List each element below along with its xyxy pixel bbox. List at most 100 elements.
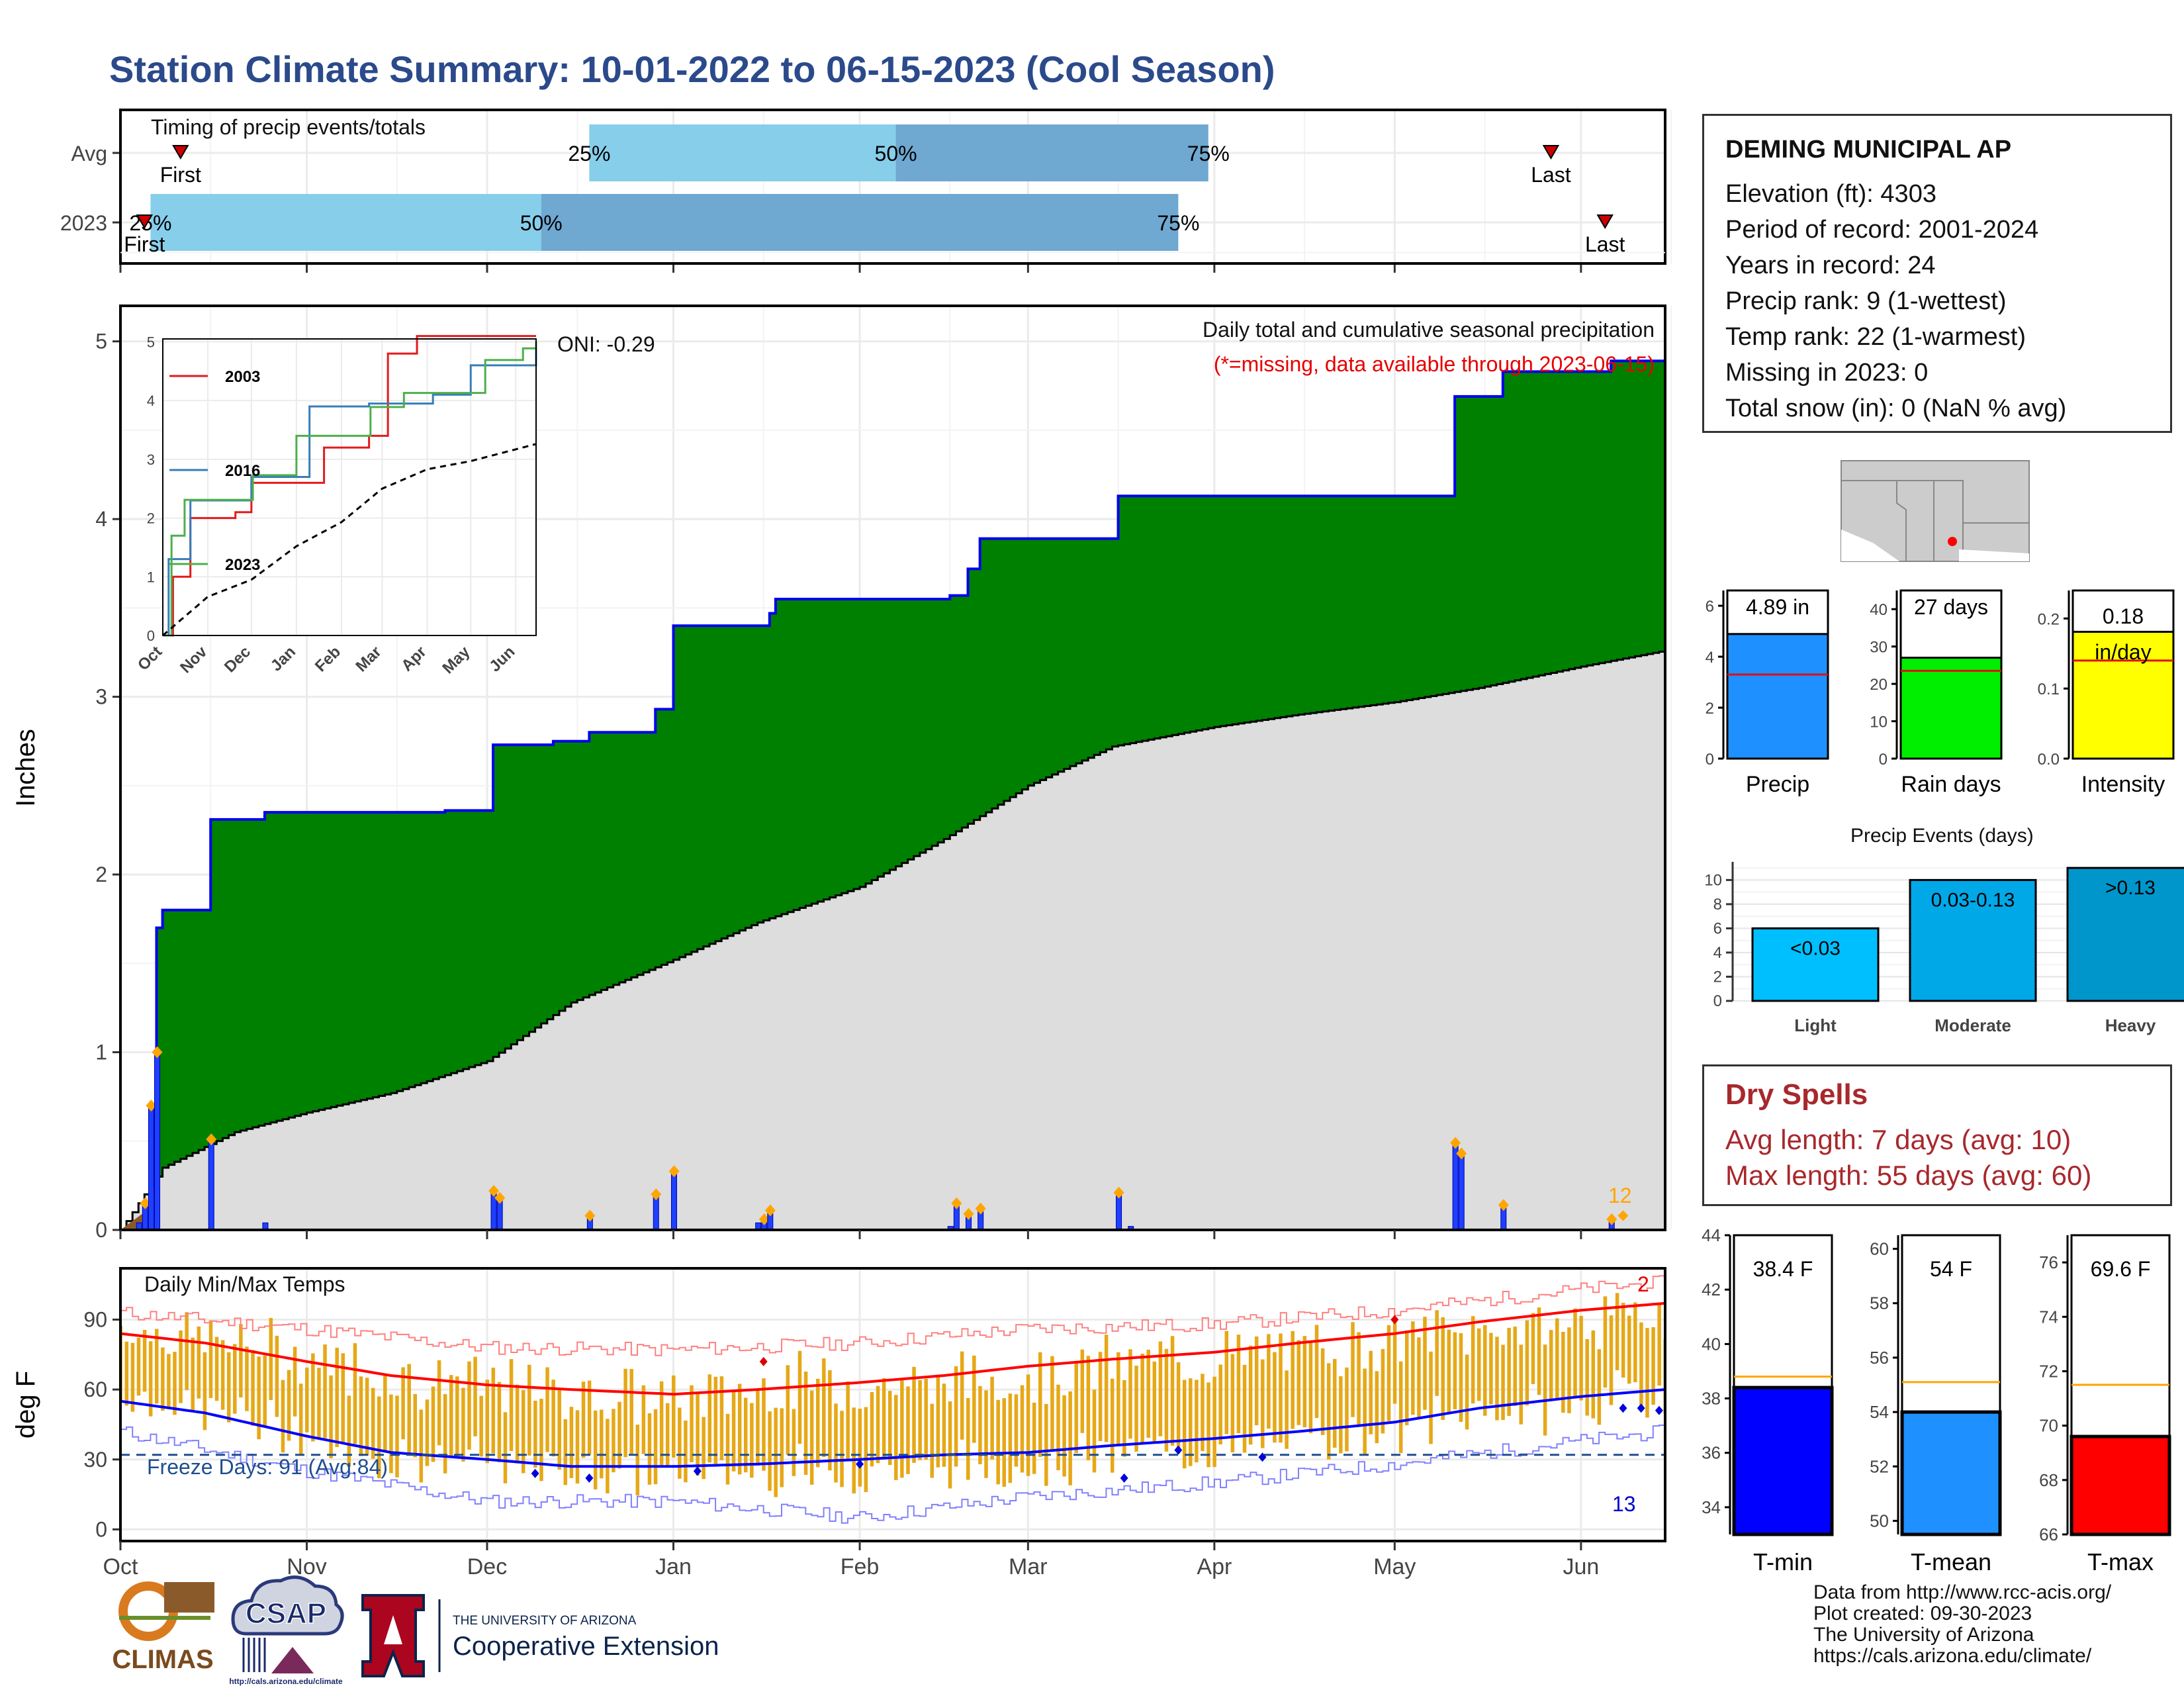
daily-temp-bar bbox=[623, 1368, 627, 1458]
daily-temp-bar bbox=[407, 1364, 411, 1454]
daily-precip-bar bbox=[755, 1222, 762, 1230]
daily-precip-marker bbox=[494, 1192, 506, 1204]
daily-precip-marker bbox=[140, 1197, 151, 1209]
daily-temp-bar bbox=[509, 1359, 514, 1452]
daily-temp-bar bbox=[497, 1382, 502, 1462]
daily-temp-bar bbox=[809, 1390, 814, 1485]
inset-ytick-label: 4 bbox=[147, 393, 155, 409]
daily-temp-bar bbox=[1320, 1348, 1325, 1435]
daily-temp-bar bbox=[1537, 1307, 1541, 1395]
timing-last-marker-label: Last bbox=[1531, 163, 1571, 187]
daily-temp-bar bbox=[1525, 1320, 1529, 1406]
ua-logo-line2: Cooperative Extension bbox=[453, 1632, 719, 1661]
timing-first-marker bbox=[172, 145, 189, 160]
mini-bar-value-label: 4.89 in bbox=[1746, 595, 1809, 619]
daily-temp-bar bbox=[545, 1367, 549, 1452]
daily-temp-bar bbox=[1056, 1384, 1060, 1470]
daily-temp-bar bbox=[167, 1354, 171, 1409]
daily-temp-bar bbox=[1032, 1402, 1036, 1474]
temp-bar-value-label: 38.4 F bbox=[1753, 1257, 1813, 1281]
daily-temp-bar bbox=[834, 1403, 838, 1483]
events-category-label: Light bbox=[1794, 1015, 1837, 1035]
daily-temp-bar bbox=[1176, 1362, 1181, 1454]
daily-temp-bar bbox=[984, 1390, 988, 1478]
daily-temp-bar bbox=[1404, 1331, 1409, 1426]
daily-temp-bar bbox=[515, 1384, 520, 1464]
daily-temp-bar bbox=[600, 1409, 604, 1479]
daily-temp-bar bbox=[960, 1351, 964, 1440]
daily-temp-bar bbox=[906, 1386, 910, 1474]
daily-temp-bar bbox=[894, 1395, 898, 1480]
daily-temp-bar bbox=[1639, 1322, 1643, 1409]
month-label: Nov bbox=[287, 1554, 326, 1579]
temp-bar-ytick-label: 68 bbox=[2039, 1470, 2058, 1490]
daily-temp-bar bbox=[612, 1409, 615, 1473]
daily-temp-bar bbox=[1038, 1352, 1042, 1457]
daily-temp-bar bbox=[1308, 1340, 1313, 1434]
daily-temp-bar bbox=[1531, 1313, 1535, 1384]
daily-temp-bar bbox=[1627, 1315, 1631, 1384]
daily-temp-bar bbox=[551, 1380, 555, 1457]
daily-temp-bar bbox=[353, 1343, 357, 1444]
temp-ytick-label: 60 bbox=[83, 1378, 107, 1401]
daily-temp-bar bbox=[780, 1408, 784, 1487]
record-low-marker bbox=[585, 1473, 594, 1483]
daily-temp-bar bbox=[924, 1378, 928, 1460]
daily-temp-bar bbox=[1182, 1380, 1187, 1469]
daily-temp-bar bbox=[245, 1346, 249, 1411]
temp-bg bbox=[120, 1268, 1665, 1541]
temp-panel: 0 30 60 90 Oct Nov Dec Jan Feb Mar Apr May Jun deg F bbox=[11, 1267, 1666, 1579]
daily-temp-bar bbox=[1285, 1370, 1289, 1449]
station-elevation: Elevation (ft): 4303 bbox=[1725, 180, 1936, 208]
daily-temp-bar bbox=[713, 1376, 718, 1465]
inset-line-2023 bbox=[163, 342, 537, 637]
precip-ytick-label: 4 bbox=[95, 507, 107, 531]
daily-temp-bar bbox=[443, 1394, 447, 1474]
credit-line: The University of Arizona bbox=[1813, 1624, 2034, 1646]
ua-logo-line1: THE UNIVERSITY OF ARIZONA bbox=[453, 1614, 637, 1628]
daily-temp-bar bbox=[1345, 1367, 1349, 1452]
daily-temp-bar bbox=[1267, 1334, 1271, 1429]
daily-temp-bar bbox=[978, 1385, 982, 1464]
csap-logo-text: CSAP bbox=[246, 1597, 326, 1630]
daily-temp-bar bbox=[1002, 1398, 1007, 1487]
daily-temp-bar bbox=[1062, 1395, 1066, 1477]
daily-temp-bar bbox=[1044, 1403, 1048, 1486]
daily-temp-bar bbox=[173, 1352, 177, 1415]
daily-temp-bar bbox=[1297, 1340, 1301, 1425]
daily-temp-bar bbox=[1339, 1376, 1343, 1454]
month-label: Oct bbox=[103, 1554, 138, 1579]
record-low-count: 13 bbox=[1612, 1492, 1636, 1516]
daily-temp-bar bbox=[822, 1358, 826, 1458]
daily-temp-bar bbox=[455, 1376, 459, 1456]
daily-temp-bar bbox=[1110, 1378, 1115, 1473]
daily-temp-bar bbox=[533, 1400, 537, 1468]
daily-temp-bar bbox=[1501, 1344, 1505, 1421]
inset-frame bbox=[162, 338, 537, 636]
daily-temp-bar bbox=[797, 1350, 802, 1444]
daily-temp-bar bbox=[887, 1391, 892, 1466]
temp-bar-ytick-label: 58 bbox=[1870, 1293, 1889, 1313]
precip-ytick-label: 1 bbox=[95, 1041, 107, 1064]
temp-ytick-label: 90 bbox=[83, 1307, 107, 1331]
daily-temp-bar bbox=[1609, 1315, 1614, 1405]
daily-temp-bar bbox=[858, 1409, 862, 1487]
daily-temp-bar bbox=[750, 1403, 754, 1478]
daily-temp-bar bbox=[1357, 1332, 1361, 1427]
daily-temp-bar bbox=[1291, 1331, 1295, 1429]
events-bar-label: >0.13 bbox=[2105, 877, 2156, 899]
daily-temp-bar bbox=[377, 1396, 381, 1479]
temp-ytick-label: 0 bbox=[95, 1517, 107, 1541]
ua-logo-a-counter bbox=[384, 1615, 402, 1644]
daily-precip-marker bbox=[651, 1188, 662, 1201]
daily-temp-bar bbox=[1555, 1318, 1559, 1399]
daily-temp-bar bbox=[996, 1399, 1000, 1485]
station-name: DEMING MUNICIPAL AP bbox=[1725, 136, 2012, 164]
temp-bar-ytick-label: 74 bbox=[2039, 1307, 2058, 1327]
temp-bar-label: T-max bbox=[2087, 1548, 2154, 1575]
temp-bar-value bbox=[1732, 1385, 1834, 1536]
daily-temp-bar bbox=[1489, 1333, 1493, 1405]
daily-temp-bar bbox=[1591, 1330, 1596, 1419]
daily-temp-bar bbox=[1068, 1391, 1072, 1485]
daily-temp-bar bbox=[731, 1390, 736, 1472]
